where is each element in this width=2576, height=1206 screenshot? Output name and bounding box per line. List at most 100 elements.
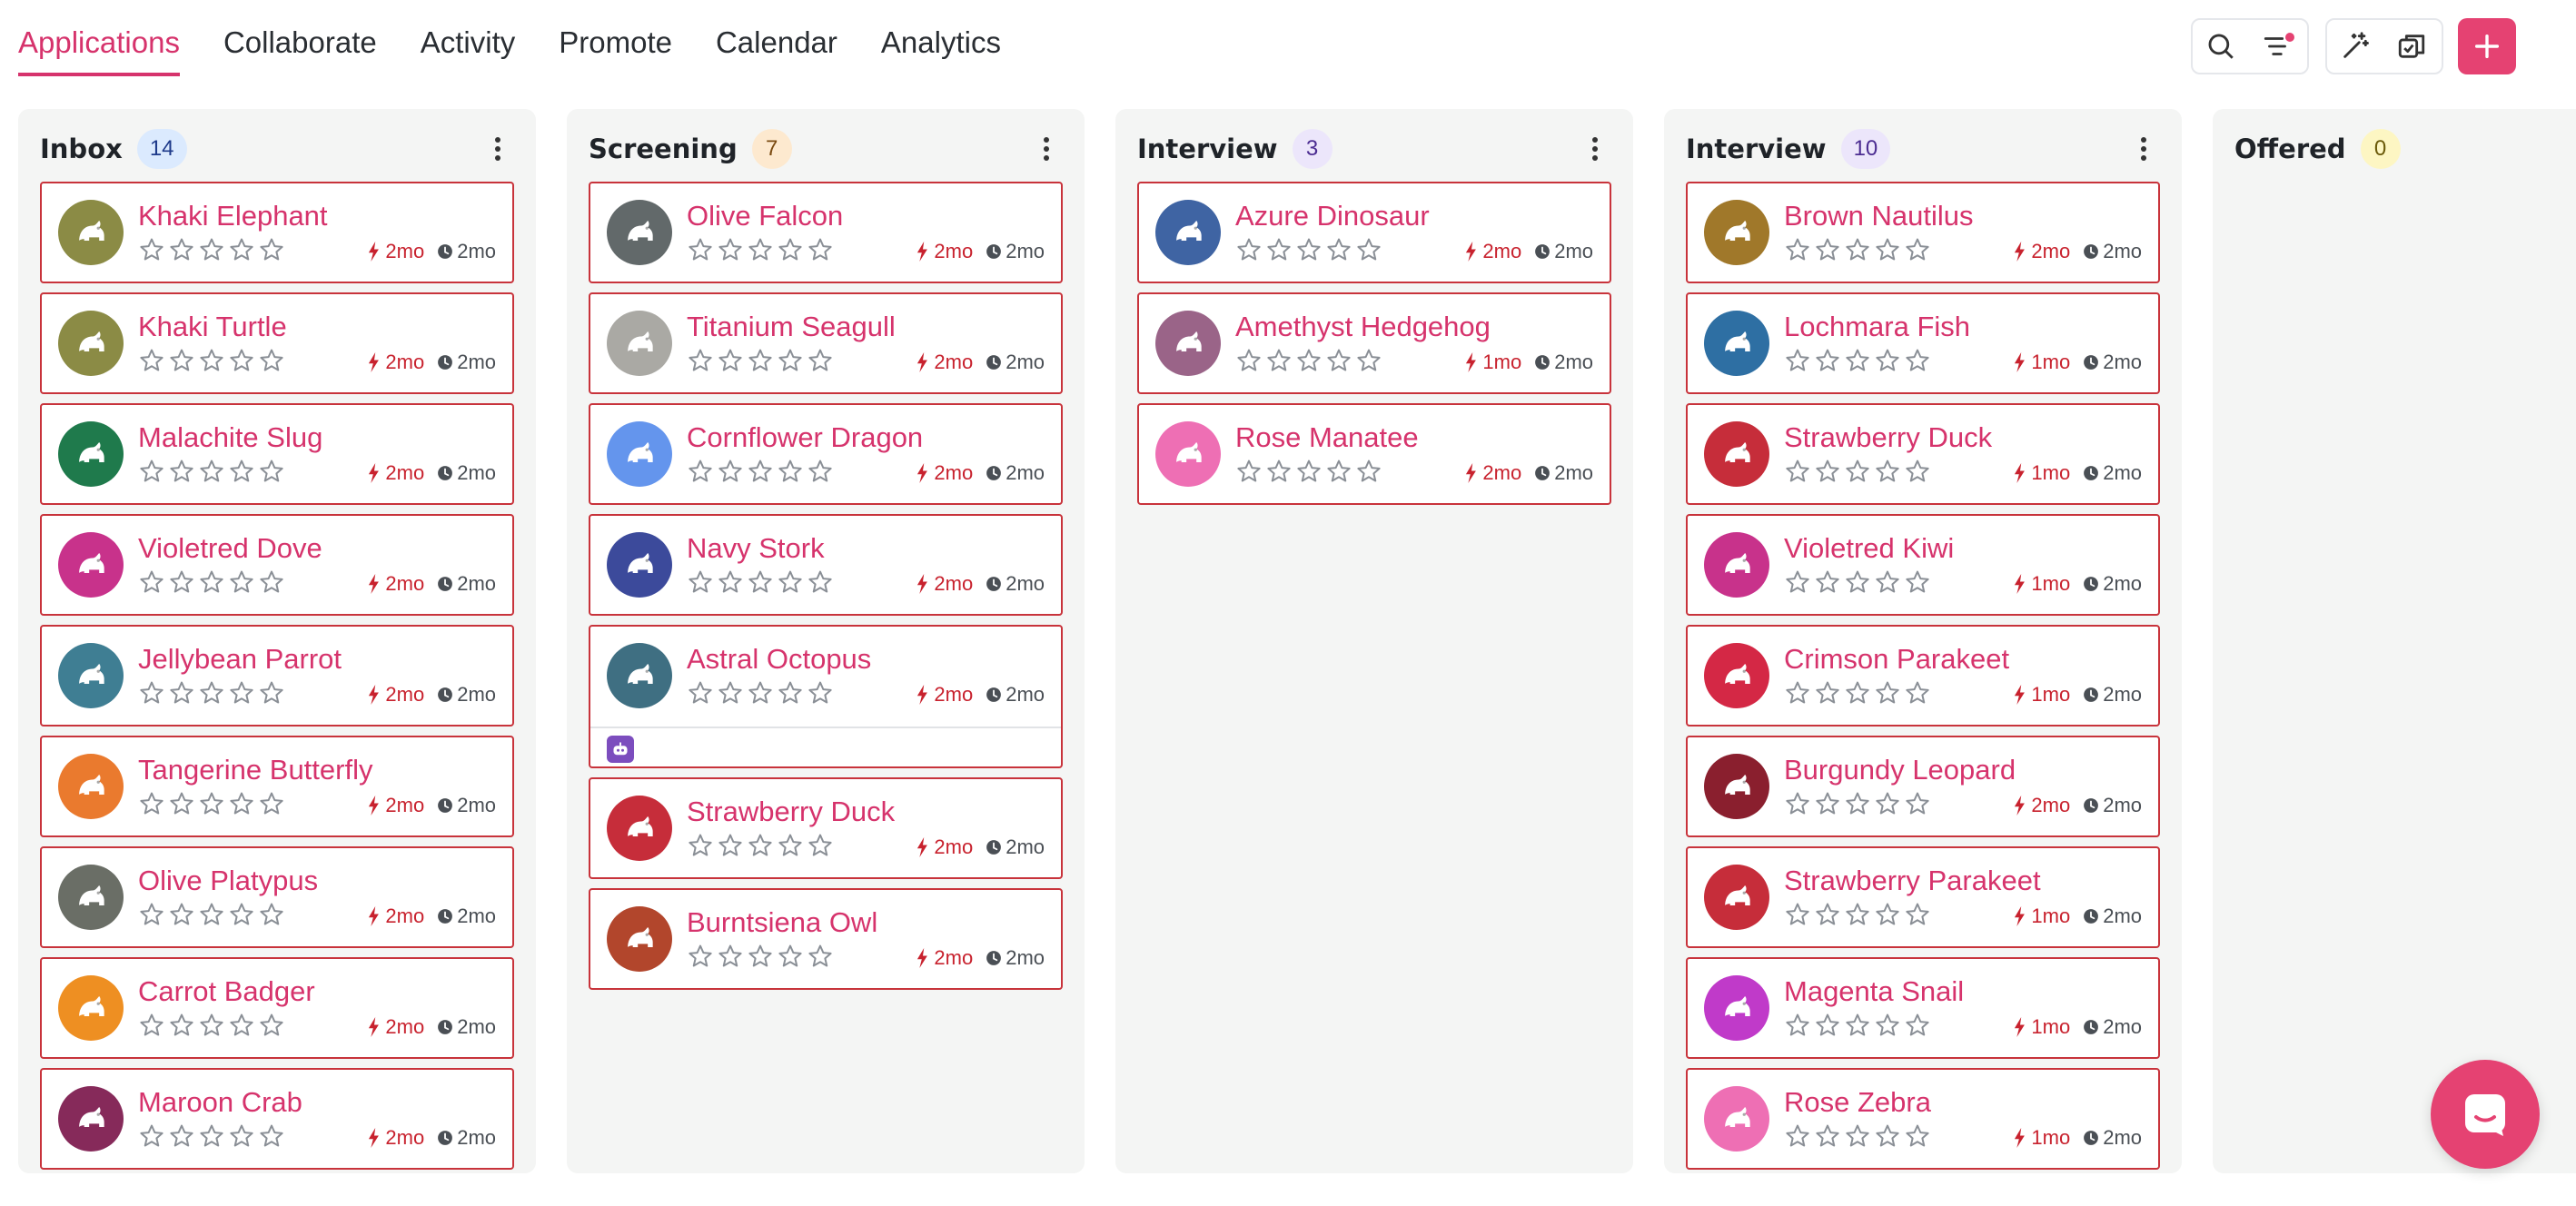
star-rating-icon[interactable]	[138, 1122, 165, 1150]
candidate-card[interactable]: Magenta Snail 1mo 2mo	[1686, 957, 2160, 1059]
star-rating-icon[interactable]	[1904, 901, 1931, 928]
candidate-card[interactable]: Tangerine Butterfly 2mo 2mo	[40, 736, 514, 837]
candidate-name[interactable]: Burgundy Leopard	[1784, 754, 2016, 786]
star-rating-icon[interactable]	[1874, 458, 1901, 485]
star-rating-icon[interactable]	[1814, 790, 1841, 817]
star-rating-icon[interactable]	[1784, 1122, 1811, 1150]
star-rating-icon[interactable]	[807, 943, 834, 970]
star-rating-icon[interactable]	[258, 458, 285, 485]
search-button[interactable]	[2193, 20, 2249, 73]
star-rating-icon[interactable]	[1325, 236, 1352, 263]
star-rating-icon[interactable]	[1814, 458, 1841, 485]
star-rating-icon[interactable]	[1844, 347, 1871, 374]
star-rating-icon[interactable]	[1784, 347, 1811, 374]
star-rating-icon[interactable]	[1355, 458, 1382, 485]
star-rating-icon[interactable]	[1235, 458, 1263, 485]
bulk-select-button[interactable]	[2383, 20, 2440, 73]
star-rating-icon[interactable]	[1844, 568, 1871, 596]
star-rating-icon[interactable]	[198, 568, 225, 596]
candidate-card[interactable]: Amethyst Hedgehog 1mo 2mo	[1137, 292, 1611, 394]
star-rating-icon[interactable]	[258, 347, 285, 374]
star-rating-icon[interactable]	[807, 832, 834, 859]
star-rating-icon[interactable]	[1784, 458, 1811, 485]
star-rating-icon[interactable]	[1784, 1012, 1811, 1039]
star-rating-icon[interactable]	[1904, 458, 1931, 485]
candidate-name[interactable]: Rose Manatee	[1235, 421, 1419, 453]
candidate-name[interactable]: Astral Octopus	[687, 643, 872, 675]
candidate-card[interactable]: Lochmara Fish 1mo 2mo	[1686, 292, 2160, 394]
star-rating-icon[interactable]	[138, 679, 165, 707]
candidate-card[interactable]: Maroon Crab 2mo 2mo	[40, 1068, 514, 1170]
star-rating-icon[interactable]	[807, 347, 834, 374]
star-rating-icon[interactable]	[1904, 1122, 1931, 1150]
tab-calendar[interactable]: Calendar	[715, 25, 837, 59]
candidate-name[interactable]: Olive Platypus	[138, 865, 319, 896]
candidate-card[interactable]: Khaki Elephant 2mo 2mo	[40, 182, 514, 283]
star-rating-icon[interactable]	[687, 236, 714, 263]
star-rating-icon[interactable]	[747, 236, 774, 263]
star-rating-icon[interactable]	[168, 901, 195, 928]
star-rating-icon[interactable]	[138, 901, 165, 928]
candidate-name[interactable]: Magenta Snail	[1784, 975, 1965, 1007]
star-rating-icon[interactable]	[1784, 236, 1811, 263]
star-rating-icon[interactable]	[1265, 347, 1293, 374]
star-rating-icon[interactable]	[1874, 568, 1901, 596]
star-rating-icon[interactable]	[1265, 236, 1293, 263]
star-rating-icon[interactable]	[198, 236, 225, 263]
star-rating-icon[interactable]	[258, 790, 285, 817]
star-rating-icon[interactable]	[717, 236, 744, 263]
candidate-card[interactable]: Khaki Turtle 2mo 2mo	[40, 292, 514, 394]
star-rating-icon[interactable]	[1844, 790, 1871, 817]
candidate-card[interactable]: Burntsiena Owl 2mo 2mo	[589, 888, 1063, 990]
star-rating-icon[interactable]	[747, 347, 774, 374]
star-rating-icon[interactable]	[717, 568, 744, 596]
star-rating-icon[interactable]	[1904, 1012, 1931, 1039]
star-rating-icon[interactable]	[258, 568, 285, 596]
star-rating-icon[interactable]	[228, 679, 255, 707]
star-rating-icon[interactable]	[1814, 1122, 1841, 1150]
star-rating-icon[interactable]	[168, 1012, 195, 1039]
star-rating-icon[interactable]	[1904, 236, 1931, 263]
filter-button[interactable]	[2249, 20, 2305, 73]
star-rating-icon[interactable]	[168, 347, 195, 374]
candidate-name[interactable]: Amethyst Hedgehog	[1235, 311, 1491, 342]
star-rating-icon[interactable]	[1874, 1012, 1901, 1039]
star-rating-icon[interactable]	[1325, 458, 1352, 485]
star-rating-icon[interactable]	[807, 236, 834, 263]
candidate-card[interactable]: Astral Octopus 2mo 2mo	[589, 625, 1063, 768]
candidate-card[interactable]: Strawberry Duck 2mo 2mo	[589, 777, 1063, 879]
tab-collaborate[interactable]: Collaborate	[223, 25, 377, 59]
star-rating-icon[interactable]	[198, 458, 225, 485]
star-rating-icon[interactable]	[198, 1122, 225, 1150]
star-rating-icon[interactable]	[747, 832, 774, 859]
candidate-name[interactable]: Olive Falcon	[687, 200, 844, 232]
candidate-name[interactable]: Malachite Slug	[138, 421, 323, 453]
star-rating-icon[interactable]	[687, 943, 714, 970]
tab-applications[interactable]: Applications	[18, 25, 180, 76]
star-rating-icon[interactable]	[258, 1012, 285, 1039]
star-rating-icon[interactable]	[138, 790, 165, 817]
column-menu-button[interactable]	[481, 133, 514, 165]
candidate-card[interactable]: Cornflower Dragon 2mo 2mo	[589, 403, 1063, 505]
candidate-name[interactable]: Jellybean Parrot	[138, 643, 342, 675]
star-rating-icon[interactable]	[777, 458, 804, 485]
star-rating-icon[interactable]	[1814, 236, 1841, 263]
column-menu-button[interactable]	[1030, 133, 1063, 165]
star-rating-icon[interactable]	[1235, 236, 1263, 263]
star-rating-icon[interactable]	[747, 458, 774, 485]
candidate-card[interactable]: Navy Stork 2mo 2mo	[589, 514, 1063, 616]
star-rating-icon[interactable]	[228, 568, 255, 596]
star-rating-icon[interactable]	[777, 943, 804, 970]
star-rating-icon[interactable]	[168, 790, 195, 817]
star-rating-icon[interactable]	[1904, 347, 1931, 374]
star-rating-icon[interactable]	[687, 568, 714, 596]
star-rating-icon[interactable]	[228, 790, 255, 817]
star-rating-icon[interactable]	[777, 236, 804, 263]
candidate-card[interactable]: Rose Manatee 2mo 2mo	[1137, 403, 1611, 505]
star-rating-icon[interactable]	[228, 347, 255, 374]
star-rating-icon[interactable]	[198, 901, 225, 928]
star-rating-icon[interactable]	[717, 832, 744, 859]
star-rating-icon[interactable]	[1784, 679, 1811, 707]
star-rating-icon[interactable]	[717, 347, 744, 374]
candidate-name[interactable]: Violetred Kiwi	[1784, 532, 1955, 564]
